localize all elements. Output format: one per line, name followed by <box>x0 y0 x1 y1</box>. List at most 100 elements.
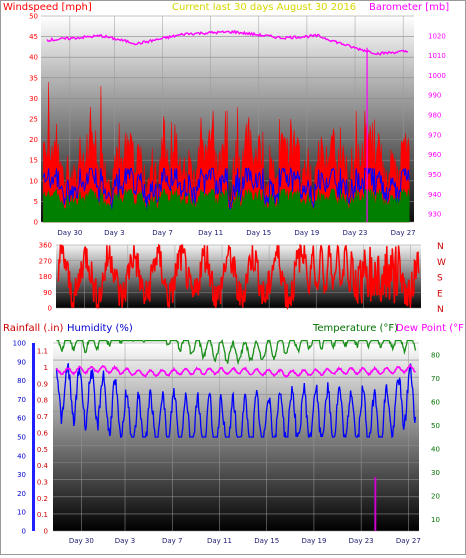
wind-y-tick: 30 <box>29 95 38 103</box>
temperature-y-tick: 70 <box>431 375 440 383</box>
humidity-y-tick: 60 <box>17 415 26 423</box>
compass-label: N <box>437 305 444 315</box>
wind-y-tick: 15 <box>29 157 38 165</box>
wind-x-label: Day 7 <box>152 229 173 237</box>
wind-y-tick: 45 <box>29 33 38 41</box>
humidity-series <box>55 362 417 439</box>
rain-y-tick: 0.5 <box>37 446 48 454</box>
wind-average-line <box>42 166 410 211</box>
rainfall-bar <box>374 477 377 531</box>
barometer-title: Barometer [mb] <box>369 2 449 13</box>
humidity-line <box>55 362 417 439</box>
rainfall-series <box>374 477 377 531</box>
barometer-y-tick: 960 <box>428 151 441 159</box>
direction-y-tick: 0 <box>48 305 52 313</box>
barometer-y-tick: 930 <box>428 211 441 219</box>
lower-x-label: Day 3 <box>115 537 136 545</box>
temperature-title: Temperature (°F) <box>312 323 398 334</box>
compass-label: S <box>437 274 443 284</box>
lower-x-label: Day 27 <box>396 537 421 545</box>
wind-x-label: Day 30 <box>57 229 82 237</box>
temperature-y-tick: 80 <box>431 351 440 359</box>
rain-title: Rainfall (.in) <box>3 323 64 334</box>
wind-x-ticks: Day 30 Day 3 Day 7 Day 11 Day 15 Day 19 Day 23… <box>57 229 415 237</box>
barometer-y-tick: 1020 <box>428 32 446 40</box>
wind-y-tick: 50 <box>29 13 38 21</box>
humidity-y-ticks: 0 10 20 30 40 50 60 70 80 90 100 <box>13 340 26 536</box>
rain-y-tick: 0.2 <box>37 495 48 503</box>
wind-y-ticks: 0 5 10 15 20 25 30 35 40 45 50 <box>29 13 38 227</box>
wind-x-label: Day 27 <box>391 229 416 237</box>
wind-y-tick: 5 <box>34 198 38 206</box>
temperature-y-ticks: 10 20 30 40 50 60 70 80 <box>431 351 440 524</box>
lower-x-label: Day 7 <box>162 537 183 545</box>
dew-point-title: Dew Point (°F) <box>396 323 465 334</box>
lower-x-label: Day 23 <box>349 537 374 545</box>
wind-x-label: Day 11 <box>198 229 223 237</box>
rain-scale-bar <box>32 343 35 531</box>
barometer-line <box>46 29 409 56</box>
wind-series <box>42 81 410 223</box>
rain-y-tick: 0.4 <box>37 462 49 470</box>
dew-point-series <box>55 363 416 379</box>
barometer-y-tick: 1000 <box>428 72 446 80</box>
lower-x-label: Day 11 <box>207 537 232 545</box>
rain-y-tick: 1 <box>44 364 48 372</box>
wind-y-tick: 0 <box>34 219 38 227</box>
rain-y-tick: 0.6 <box>37 429 49 437</box>
wind-x-label: Day 19 <box>294 229 319 237</box>
barometer-y-tick: 980 <box>428 112 441 120</box>
temperature-series <box>56 338 417 366</box>
humidity-y-tick: 50 <box>17 434 26 442</box>
humidity-y-tick: 0 <box>22 528 26 536</box>
barometer-y-tick: 990 <box>428 92 441 100</box>
direction-series <box>57 243 420 311</box>
rain-y-ticks: 0 0.1 0.2 0.3 0.4 0.5 0.6 0.7 0.8 0.9 1 1.1 <box>37 348 49 536</box>
temperature-line <box>56 338 417 366</box>
lower-x-label: Day 15 <box>254 537 279 545</box>
rain-y-tick: 0.9 <box>37 380 48 388</box>
wind-x-label: Day 3 <box>104 229 125 237</box>
compass-label: E <box>437 289 443 299</box>
barometer-series <box>46 29 409 222</box>
rain-y-tick: 0.3 <box>37 478 48 486</box>
wind-y-tick: 25 <box>29 116 38 124</box>
rain-y-tick: 0.7 <box>37 413 48 421</box>
wind-x-label: Day 23 <box>343 229 368 237</box>
temperature-y-tick: 40 <box>431 445 440 453</box>
temperature-y-tick: 20 <box>431 492 440 500</box>
barometer-y-tick: 950 <box>428 171 441 179</box>
wind-y-tick: 20 <box>29 136 38 144</box>
dew-point-line <box>55 363 416 379</box>
direction-y-tick: 180 <box>39 273 52 281</box>
temperature-y-tick: 50 <box>431 422 440 430</box>
lower-x-label: Day 30 <box>69 537 94 545</box>
temperature-y-tick: 30 <box>431 469 440 477</box>
period-title: Current last 30 days August 30 2016 <box>172 2 356 13</box>
barometer-y-tick: 940 <box>428 191 441 199</box>
direction-y-tick: 90 <box>43 289 52 297</box>
rain-y-tick: 0.8 <box>37 397 48 405</box>
barometer-y-tick: 970 <box>428 131 441 139</box>
wind-title: Windspeed [mph] <box>3 2 92 13</box>
direction-y-tick: 360 <box>39 242 52 250</box>
humidity-y-tick: 80 <box>17 377 26 385</box>
temperature-y-tick: 60 <box>431 398 440 406</box>
compass-label: N <box>437 242 444 252</box>
humidity-y-tick: 70 <box>17 396 26 404</box>
rain-y-tick: 1.1 <box>37 348 48 356</box>
humidity-y-tick: 10 <box>17 509 26 517</box>
humidity-y-tick: 100 <box>13 340 26 348</box>
humidity-y-tick: 20 <box>17 490 26 498</box>
wind-y-tick: 10 <box>29 177 38 185</box>
direction-y-tick: 270 <box>39 257 52 265</box>
humidity-title: Humidity (%) <box>67 323 133 334</box>
humidity-y-tick: 40 <box>17 452 26 460</box>
barometer-y-ticks: 930 940 950 960 970 980 990 1000 1010 1020 <box>428 32 446 218</box>
wind-low-area <box>43 188 410 223</box>
temperature-y-tick: 10 <box>431 516 440 524</box>
compass-label: W <box>437 258 446 268</box>
wind-direction-line <box>57 243 420 311</box>
